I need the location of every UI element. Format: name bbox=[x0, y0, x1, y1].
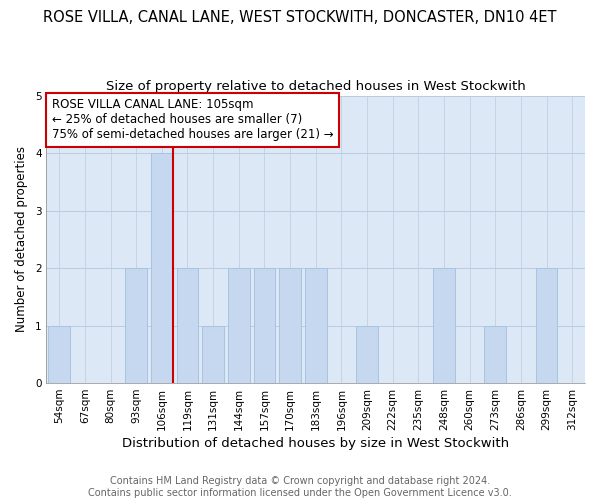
Bar bbox=[176, 268, 199, 383]
Text: ROSE VILLA CANAL LANE: 105sqm
← 25% of detached houses are smaller (7)
75% of se: ROSE VILLA CANAL LANE: 105sqm ← 25% of d… bbox=[52, 98, 334, 142]
X-axis label: Distribution of detached houses by size in West Stockwith: Distribution of detached houses by size … bbox=[122, 437, 509, 450]
Bar bbox=[125, 268, 147, 383]
Bar bbox=[49, 326, 70, 383]
Bar bbox=[356, 326, 378, 383]
Bar bbox=[279, 268, 301, 383]
Bar bbox=[433, 268, 455, 383]
Bar bbox=[484, 326, 506, 383]
Bar bbox=[151, 153, 173, 383]
Y-axis label: Number of detached properties: Number of detached properties bbox=[15, 146, 28, 332]
Bar bbox=[305, 268, 326, 383]
Bar bbox=[202, 326, 224, 383]
Bar bbox=[254, 268, 275, 383]
Bar bbox=[228, 268, 250, 383]
Title: Size of property relative to detached houses in West Stockwith: Size of property relative to detached ho… bbox=[106, 80, 526, 93]
Bar bbox=[536, 268, 557, 383]
Text: Contains HM Land Registry data © Crown copyright and database right 2024.
Contai: Contains HM Land Registry data © Crown c… bbox=[88, 476, 512, 498]
Text: ROSE VILLA, CANAL LANE, WEST STOCKWITH, DONCASTER, DN10 4ET: ROSE VILLA, CANAL LANE, WEST STOCKWITH, … bbox=[43, 10, 557, 25]
